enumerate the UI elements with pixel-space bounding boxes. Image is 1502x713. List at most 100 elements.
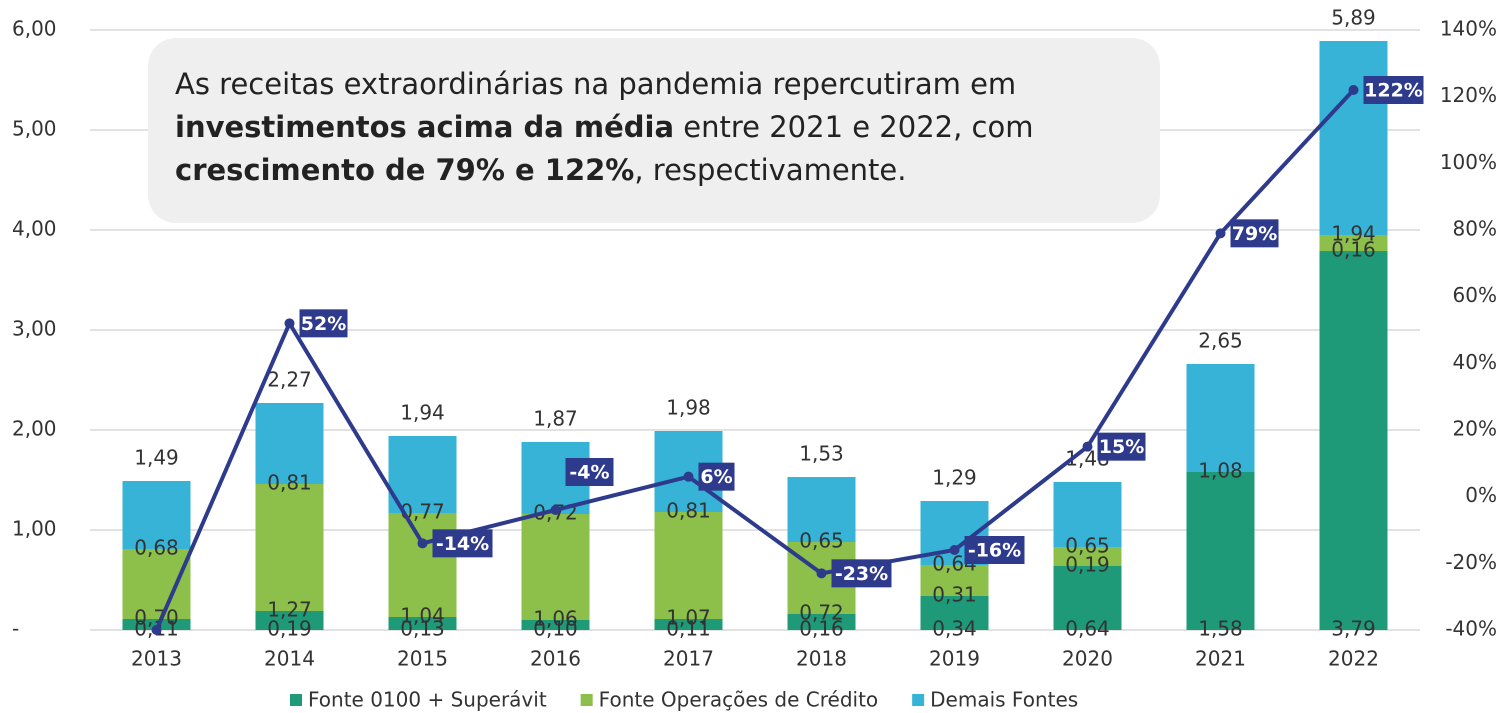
bar-segment (920, 596, 989, 630)
line-point (816, 568, 827, 579)
annotation-part: , respectivamente. (634, 153, 906, 187)
y-tick-label: 5,00 (12, 117, 57, 141)
total-label: 2,65 (1198, 329, 1243, 353)
line-point (1348, 85, 1359, 95)
y-tick-label: 3,00 (12, 317, 57, 341)
line-label-box (698, 462, 735, 491)
data-label: 0,65 (1065, 534, 1110, 558)
x-tick-label: 2019 (929, 647, 980, 671)
annotation-box (148, 38, 1160, 223)
data-label: 0,10 (533, 617, 578, 641)
line-label-box (1363, 76, 1424, 104)
line-label-box (565, 458, 614, 486)
line-point (284, 318, 295, 329)
annotation-part: crescimento de 79% e 122% (175, 153, 634, 187)
line-point (1082, 441, 1093, 452)
bar-segment (1186, 472, 1255, 630)
data-label: 1,94 (1331, 222, 1376, 246)
data-label: 0,19 (267, 617, 312, 641)
total-label: 1,53 (799, 442, 844, 466)
annotation: As receitas extraordinárias na pandemia … (175, 67, 1016, 101)
data-label: 0,64 (1065, 617, 1110, 641)
bar-segment (787, 477, 856, 542)
data-label: 1,07 (666, 606, 711, 630)
bar-segment (388, 436, 457, 513)
y-tick-label: 1,00 (12, 517, 57, 541)
line-point (949, 545, 960, 555)
total-label: 1,87 (533, 407, 578, 431)
data-label: 0,65 (799, 529, 844, 553)
data-label: 0,31 (932, 583, 977, 607)
x-tick-label: 2015 (397, 647, 448, 671)
data-label: 1,06 (533, 607, 578, 631)
y2-tick-label: 40% (1453, 350, 1497, 374)
bar-segment (255, 484, 324, 611)
y-tick-label: 6,00 (12, 17, 57, 41)
line-label: -14% (436, 533, 489, 555)
data-label: 0,19 (1065, 553, 1110, 577)
bar-segment (388, 617, 457, 630)
bar-segment (654, 512, 723, 619)
data-label: 0,13 (400, 617, 445, 641)
line-label-box (1097, 432, 1146, 461)
data-label: 1,27 (267, 598, 312, 622)
annotation-part: As receitas extraordinárias na pandemia … (175, 67, 1016, 101)
line-label-box (831, 559, 892, 588)
bar-segment (1319, 251, 1388, 630)
bar-segment (1053, 482, 1122, 547)
bar-segment (255, 611, 324, 630)
line-label: 52% (301, 313, 346, 335)
total-label: 1,49 (134, 446, 179, 470)
y2-tick-label: 80% (1453, 217, 1497, 241)
bar-segment (787, 614, 856, 630)
y2-tick-label: 0% (1465, 483, 1497, 507)
line-point (151, 625, 162, 635)
y2-tick-label: 120% (1440, 83, 1497, 107)
x-tick-label: 2016 (530, 647, 581, 671)
line-label-box (432, 529, 493, 558)
annotation-part: entre 2021 e 2022, com (674, 110, 1033, 144)
line-label: 79% (1232, 223, 1277, 245)
total-label: 2,27 (267, 368, 312, 392)
bar-segment (388, 513, 457, 617)
y-tick-label: 4,00 (12, 217, 57, 241)
line-label: -4% (569, 462, 609, 484)
y2-tick-label: 20% (1453, 417, 1497, 441)
legend-label: Fonte 0100 + Superávit (308, 688, 547, 712)
bar-segment (920, 565, 989, 596)
data-label: 0,34 (932, 617, 977, 641)
legend-label: Fonte Operações de Crédito (599, 688, 878, 712)
data-label: 0,68 (134, 536, 179, 560)
line-label-box (299, 309, 348, 338)
line-label-box (1230, 219, 1279, 248)
legend-swatch (580, 694, 593, 706)
bar-segment (654, 619, 723, 630)
bar-segment (1186, 364, 1255, 472)
data-label: 0,11 (666, 617, 711, 641)
total-label: 1,29 (932, 466, 977, 490)
data-label: 1,58 (1198, 617, 1243, 641)
total-label: 5,89 (1331, 6, 1376, 30)
bar-segment (1053, 566, 1122, 630)
data-label: 0,81 (666, 499, 711, 523)
data-label: 0,81 (267, 471, 312, 495)
total-label: 1,98 (666, 396, 711, 420)
y2-tick-label: 100% (1440, 150, 1497, 174)
x-tick-label: 2022 (1328, 647, 1379, 671)
annotation: investimentos acima da média entre 2021 … (175, 110, 1033, 144)
bar-segment (521, 620, 590, 630)
line-label: -23% (835, 563, 888, 585)
legend-swatch (290, 694, 302, 706)
y2-tick-label: 60% (1453, 283, 1497, 307)
data-label: 0,72 (799, 601, 844, 625)
annotation-part: investimentos acima da média (175, 110, 674, 144)
line-point (550, 505, 561, 515)
x-tick-label: 2013 (131, 647, 182, 671)
line-point (417, 538, 428, 549)
line-label: 15% (1099, 436, 1144, 458)
line-label: -16% (968, 540, 1021, 562)
y2-tick-label: 140% (1440, 17, 1497, 41)
legend-label: Demais Fontes (930, 688, 1078, 712)
annotation: crescimento de 79% e 122%, respectivamen… (175, 153, 907, 187)
